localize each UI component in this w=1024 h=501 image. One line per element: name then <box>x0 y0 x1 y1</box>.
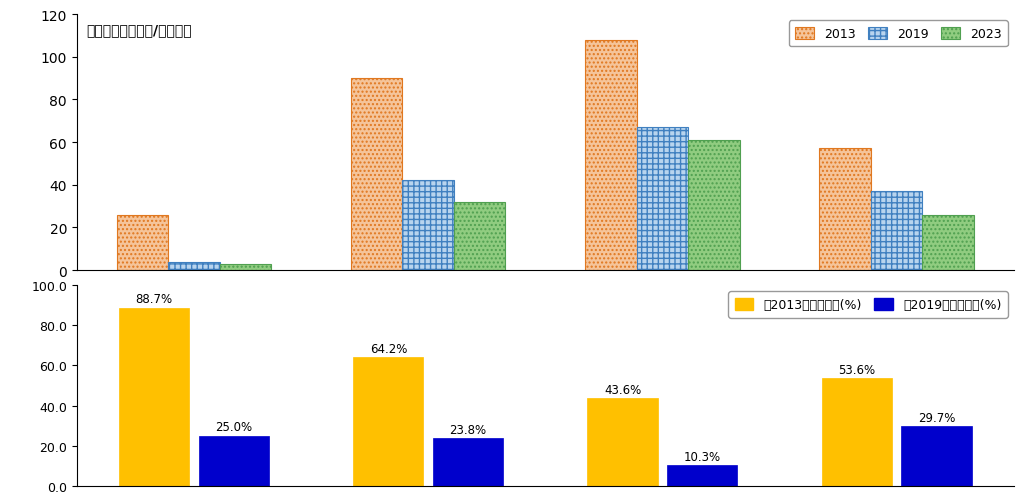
Text: PM: PM <box>640 296 663 311</box>
Bar <box>870 192 923 271</box>
Bar <box>353 357 424 486</box>
Bar <box>168 262 220 271</box>
Text: 64.2%: 64.2% <box>370 342 407 355</box>
Bar <box>119 308 189 486</box>
Bar <box>454 202 506 271</box>
Bar <box>402 181 454 271</box>
Text: 88.7%: 88.7% <box>135 293 173 306</box>
Text: 2: 2 <box>899 298 906 308</box>
Text: PM: PM <box>406 296 428 311</box>
Text: 43.6%: 43.6% <box>604 383 641 396</box>
Text: 25.0%: 25.0% <box>215 420 252 433</box>
Text: 29.7%: 29.7% <box>918 411 955 424</box>
Bar <box>199 436 269 486</box>
Text: 2: 2 <box>197 298 204 308</box>
Bar <box>585 41 637 271</box>
Bar <box>821 379 892 486</box>
Text: 2.5: 2.5 <box>431 298 449 308</box>
Bar <box>667 465 737 486</box>
Bar <box>433 438 503 486</box>
Bar <box>637 128 688 271</box>
Bar <box>688 141 739 271</box>
Text: 10.3%: 10.3% <box>684 450 721 463</box>
Bar <box>117 215 168 271</box>
Legend: 与2013年相比降幅(%), 与2019年相比降幅(%): 与2013年相比降幅(%), 与2019年相比降幅(%) <box>728 292 1008 318</box>
Text: 23.8%: 23.8% <box>450 423 486 436</box>
Text: SO: SO <box>172 296 194 311</box>
Text: 污染物浓度（微克/立方米）: 污染物浓度（微克/立方米） <box>86 23 191 37</box>
Bar <box>819 149 870 271</box>
Bar <box>351 79 402 271</box>
Legend: 2013, 2019, 2023: 2013, 2019, 2023 <box>788 21 1008 47</box>
Bar <box>901 426 972 486</box>
Text: 53.6%: 53.6% <box>839 363 876 376</box>
Bar <box>923 215 974 271</box>
Bar <box>588 399 657 486</box>
Bar <box>220 264 271 271</box>
Text: NO: NO <box>873 296 897 311</box>
Text: 10: 10 <box>666 298 679 308</box>
